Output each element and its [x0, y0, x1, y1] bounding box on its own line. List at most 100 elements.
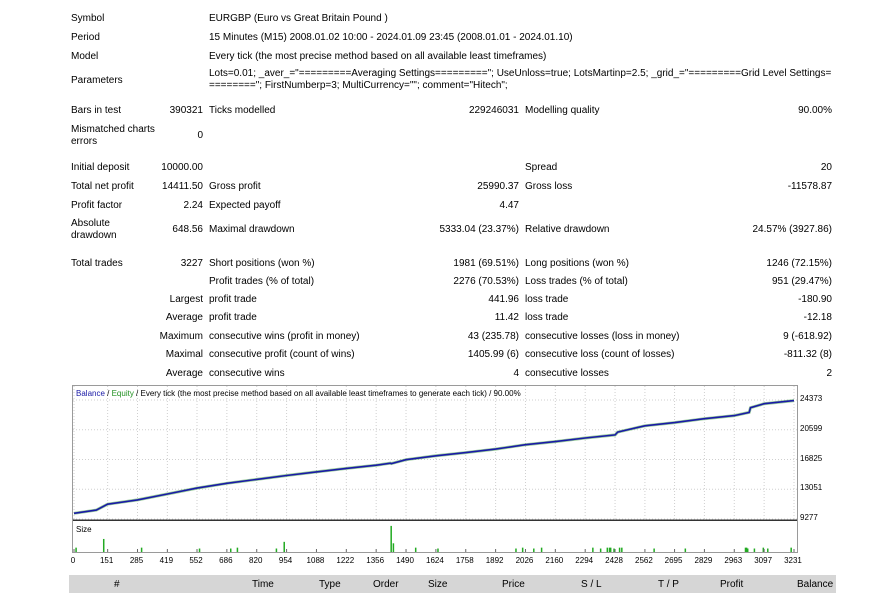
col-size[interactable]: Size — [428, 579, 448, 590]
total-trades-label: Total trades — [71, 258, 123, 269]
y-tick-label: 20599 — [800, 423, 823, 433]
y-tick-label: 24373 — [800, 394, 823, 403]
size-bar — [606, 547, 609, 552]
x-tick-label: 2562 — [635, 556, 653, 565]
maximal-drawdown-label: Maximal drawdown — [209, 224, 295, 235]
size-bar — [236, 547, 239, 552]
size-bar — [621, 547, 623, 552]
size-bar — [390, 525, 392, 552]
size-bar — [414, 547, 417, 552]
x-tick-label: 3097 — [754, 556, 773, 565]
y-tick-label: 13051 — [800, 483, 823, 493]
size-bar — [198, 548, 201, 552]
mismatch-value: 0 — [197, 130, 203, 141]
y-tick-label: 16825 — [800, 453, 823, 463]
x-tick-label: 686 — [219, 556, 233, 565]
x-tick-label: 2695 — [664, 556, 683, 565]
avg-wins-value: 4 — [513, 368, 519, 379]
balance-line — [73, 399, 795, 515]
x-tick-label: 2829 — [694, 556, 713, 565]
col-number[interactable]: # — [114, 579, 120, 590]
quality-label: Modelling quality — [525, 105, 600, 116]
size-bar — [392, 543, 395, 552]
maximal-drawdown-value: 5333.04 (23.37%) — [439, 224, 519, 235]
absolute-drawdown-value: 648.56 — [172, 224, 203, 235]
mismatch-label: Mismatched charts errors — [71, 124, 155, 147]
size-bar — [608, 547, 611, 552]
average-loss-value: -12.18 — [803, 312, 832, 323]
col-order[interactable]: Order — [373, 579, 399, 590]
size-bar — [745, 547, 748, 552]
x-tick-label: 2428 — [605, 556, 623, 565]
long-positions-value: 1246 (72.15%) — [766, 258, 832, 269]
col-tp[interactable]: T / P — [658, 579, 679, 590]
max-wins-label: consecutive wins (profit in money) — [209, 331, 360, 342]
x-tick-label: 419 — [159, 556, 174, 565]
maximal-loss-value: -811.32 (8) — [783, 349, 832, 360]
profit-trades-label: Profit trades (% of total) — [209, 276, 315, 287]
avg-wins-label: consecutive wins — [209, 368, 285, 379]
size-bar — [533, 548, 535, 552]
size-bar — [599, 548, 602, 552]
size-bar — [744, 547, 747, 552]
average-profit-label: profit trade — [209, 312, 257, 323]
col-price[interactable]: Price — [502, 579, 525, 590]
col-balance[interactable]: Balance — [797, 579, 834, 590]
col-profit[interactable]: Profit — [720, 579, 744, 590]
col-time[interactable]: Time — [252, 579, 274, 590]
deposit-value: 10000.00 — [161, 162, 203, 173]
size-bar — [618, 547, 621, 552]
equity-line — [73, 399, 795, 515]
col-sl[interactable]: S / L — [581, 579, 602, 590]
x-tick-label: 3231 — [784, 556, 802, 565]
x-tick-label: 1356 — [366, 556, 385, 565]
x-tick-label: 2160 — [545, 556, 564, 565]
largest-loss-value: -180.90 — [798, 294, 832, 305]
average-label: Average — [165, 312, 203, 323]
x-tick-label: 1088 — [306, 556, 325, 565]
max-wins-value: 43 (235.78) — [467, 331, 519, 342]
model-value: Every tick (the most precise method base… — [209, 51, 547, 62]
quality-value: 90.00% — [798, 105, 832, 116]
legend-description: / Every tick (the most precise method ba… — [133, 389, 521, 398]
size-bar — [609, 547, 612, 552]
net-profit-value: 14411.50 — [162, 181, 203, 192]
col-type[interactable]: Type — [319, 579, 341, 590]
period-value: 15 Minutes (M15) 2008.01.02 10:00 - 2024… — [209, 32, 573, 43]
balance-chart-plot — [73, 386, 797, 522]
size-bar — [75, 547, 77, 552]
long-positions-label: Long positions (won %) — [525, 258, 629, 269]
maximum-label: Maximum — [159, 331, 203, 342]
chart-legend: Balance / Equity / Every tick (the most … — [76, 389, 521, 398]
max-losses-label: consecutive losses (loss in money) — [525, 331, 680, 342]
size-bar — [790, 547, 792, 552]
size-bar — [684, 548, 687, 552]
legend-equity: Equity — [111, 389, 134, 398]
maximal-profit-value: 1405.99 (6) — [467, 349, 519, 360]
x-tick-label: 820 — [249, 556, 263, 565]
period-label: Period — [71, 32, 100, 43]
size-bar — [653, 548, 655, 552]
maximal-label: Maximal — [165, 349, 203, 360]
size-bar — [515, 548, 517, 552]
total-trades-value: 3227 — [180, 258, 203, 269]
x-tick-label: 1758 — [455, 556, 474, 565]
spread-label: Spread — [525, 162, 558, 173]
size-bar — [283, 541, 285, 552]
max-losses-value: 9 (-618.92) — [783, 331, 832, 342]
avg-losses-label: consecutive losses — [525, 368, 609, 379]
y-tick-label: 9277 — [800, 513, 818, 522]
average2-label: Average — [165, 368, 203, 379]
size-bar — [767, 548, 769, 552]
spread-value: 20 — [820, 162, 832, 173]
size-label: Size — [76, 525, 92, 534]
size-bar — [746, 548, 749, 552]
balance-chart: Balance / Equity / Every tick (the most … — [72, 385, 798, 523]
x-tick-label: 552 — [189, 556, 203, 565]
expected-payoff-value: 4.47 — [499, 200, 519, 211]
average-loss-label: loss trade — [525, 312, 569, 323]
size-bar — [140, 547, 143, 552]
avg-losses-value: 2 — [826, 368, 832, 379]
bars-value: 390321 — [169, 105, 203, 116]
